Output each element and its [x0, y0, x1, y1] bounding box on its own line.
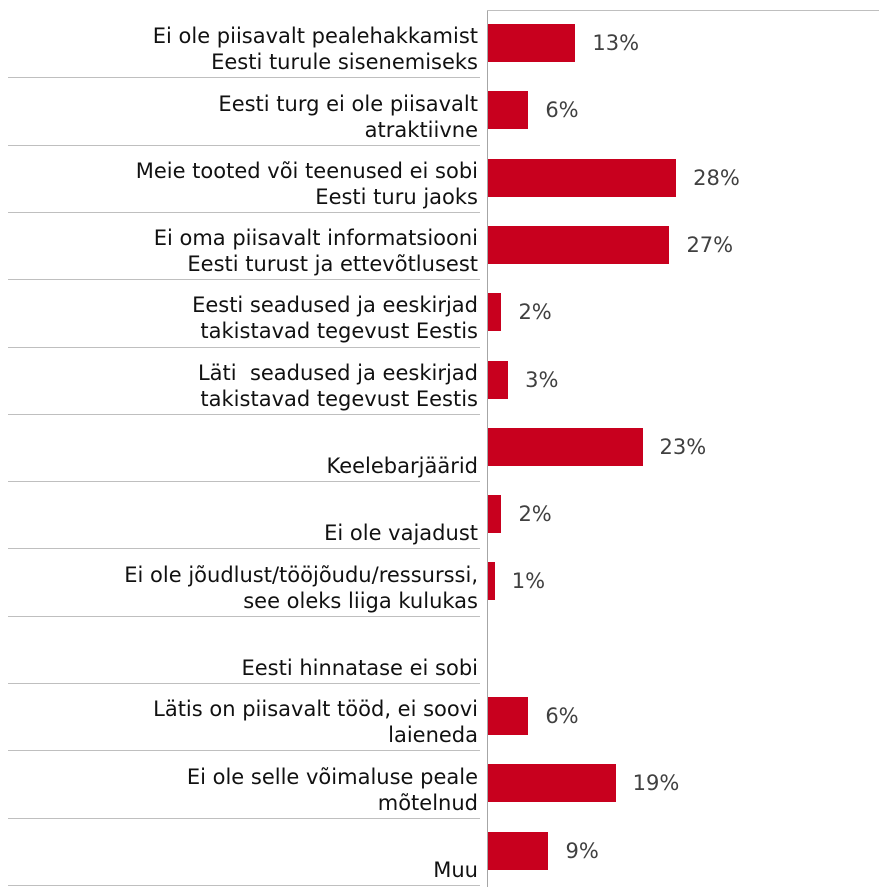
category-label: Eesti seadused ja eeskirjad takistavad t… [192, 293, 478, 344]
category-label: Läti seadused ja eeskirjad takistavad te… [197, 360, 478, 411]
separator [8, 481, 480, 483]
value-label: 2% [518, 300, 552, 325]
axis-line [487, 10, 488, 887]
bar [488, 360, 509, 399]
value-label: 6% [545, 98, 579, 123]
value-label: 1% [511, 569, 546, 594]
separator [8, 279, 480, 281]
category-label: Ei ole selle võimaluse peale mõtelnud [186, 764, 478, 815]
category-label: Ei ole vajadust [324, 521, 478, 546]
bar [488, 293, 502, 332]
category-label: Meie tooted või teenused ei sobi Eesti t… [135, 158, 478, 209]
value-label: 19% [632, 771, 680, 796]
bar [488, 225, 670, 264]
category-label: Eesti turg ei ole piisavalt atraktiivne [218, 91, 478, 142]
bar [488, 562, 495, 601]
bar [488, 831, 549, 870]
value-label: 27% [686, 232, 734, 257]
category-label: Lätis on piisavalt tööd, ei soovi laiene… [153, 697, 478, 748]
separator [8, 144, 480, 146]
separator [8, 884, 480, 886]
value-label: 13% [592, 31, 640, 55]
bar [488, 91, 529, 130]
bar [488, 427, 643, 466]
separator [8, 346, 480, 348]
value-label: 3% [525, 367, 559, 392]
separator [8, 548, 480, 550]
separator [8, 750, 480, 752]
separator [8, 413, 480, 415]
separator [8, 211, 480, 213]
top-border [487, 10, 879, 11]
value-label: 2% [518, 502, 552, 527]
separator [8, 817, 480, 819]
category-label: Ei ole jõudlust/tööjõudu/ressurssi, see … [124, 562, 478, 613]
separator [8, 77, 480, 79]
category-label: Muu [433, 857, 478, 882]
value-label: 23% [659, 434, 707, 459]
category-label: Keelebarjäärid [326, 454, 478, 479]
value-label: 6% [545, 704, 579, 728]
bar [488, 158, 677, 197]
category-label: Eesti hinnatase ei sobi [241, 655, 478, 680]
separator [8, 683, 480, 684]
bar [488, 24, 576, 62]
bar [488, 495, 502, 534]
value-label: 9% [565, 838, 599, 863]
separator [8, 615, 480, 617]
bar [488, 697, 529, 735]
bar [488, 764, 616, 803]
category-label: Ei ole piisavalt pealehakkamist Eesti tu… [152, 24, 478, 75]
value-label: 28% [693, 165, 740, 190]
category-label: Ei oma piisavalt informatsiooni Eesti tu… [153, 226, 478, 277]
